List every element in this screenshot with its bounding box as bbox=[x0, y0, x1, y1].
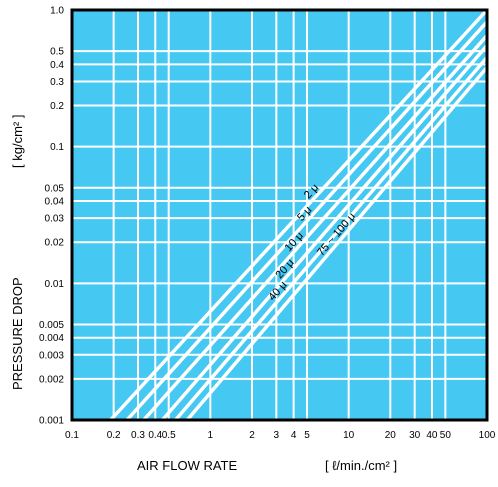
x-tick-label: 0.3 bbox=[131, 430, 145, 441]
x-tick-labels: 0.1 0.2 0.3 0.4 0.5 1 2 3 4 5 10 20 30 40 50 100 bbox=[65, 430, 496, 441]
y-axis-title: PRESSURE DROP bbox=[10, 277, 25, 390]
series-line-5 bbox=[185, 66, 489, 422]
series-line-3 bbox=[161, 44, 489, 422]
x-tick-label: 0.2 bbox=[107, 430, 121, 441]
y-tick-label: 0.002 bbox=[39, 374, 64, 385]
x-tick-label: 40 bbox=[426, 430, 438, 441]
x-axis-title: AIR FLOW RATE bbox=[137, 458, 237, 473]
y-tick-label: 0.5 bbox=[50, 47, 64, 58]
y-tick-label: 0.05 bbox=[45, 183, 65, 194]
x-tick-label: 10 bbox=[343, 430, 355, 441]
x-tick-label: 100 bbox=[479, 430, 496, 441]
x-tick-label: 0.5 bbox=[162, 430, 176, 441]
y-tick-labels: 0.001 0.002 0.003 0.004 0.005 0.01 0.02 0.03 0.0… bbox=[39, 6, 64, 427]
x-tick-label: 0.4 bbox=[148, 430, 162, 441]
series-line-4 bbox=[174, 56, 489, 422]
x-tick-label: 4 bbox=[291, 430, 297, 441]
y-tick-label: 0.04 bbox=[45, 197, 65, 208]
x-tick-label: 1 bbox=[208, 430, 214, 441]
x-tick-label: 20 bbox=[385, 430, 397, 441]
x-tick-label: 0.1 bbox=[65, 430, 79, 441]
y-axis-unit: [ kg/cm² ] bbox=[10, 115, 25, 168]
y-tick-label: 0.4 bbox=[50, 60, 64, 71]
y-tick-label: 0.02 bbox=[45, 238, 65, 249]
y-tick-label: 0.005 bbox=[39, 320, 64, 331]
x-tick-label: 3 bbox=[274, 430, 280, 441]
plot-frame bbox=[70, 8, 489, 422]
series-line-0 bbox=[109, 8, 489, 422]
x-tick-label: 5 bbox=[304, 430, 310, 441]
series-line-2 bbox=[142, 34, 489, 422]
y-tick-label: 0.01 bbox=[45, 279, 65, 290]
y-tick-label: 0.03 bbox=[45, 214, 65, 225]
y-tick-label: 0.2 bbox=[50, 101, 64, 112]
y-tick-label: 0.1 bbox=[50, 142, 64, 153]
y-tick-label: 0.004 bbox=[39, 333, 64, 344]
series-line-1 bbox=[125, 20, 489, 422]
plot-background bbox=[72, 10, 487, 420]
y-tick-label: 0.003 bbox=[39, 350, 64, 361]
y-tick-label: 1.0 bbox=[50, 6, 64, 17]
x-axis-unit: [ ℓ/min./cm² ] bbox=[325, 458, 397, 473]
x-tick-label: 2 bbox=[249, 430, 255, 441]
series-lines bbox=[109, 8, 489, 422]
x-tick-label: 30 bbox=[409, 430, 421, 441]
y-tick-label: 0.001 bbox=[39, 416, 64, 427]
y-tick-label: 0.3 bbox=[50, 77, 64, 88]
grid-lines bbox=[72, 10, 487, 420]
x-tick-label: 50 bbox=[440, 430, 452, 441]
